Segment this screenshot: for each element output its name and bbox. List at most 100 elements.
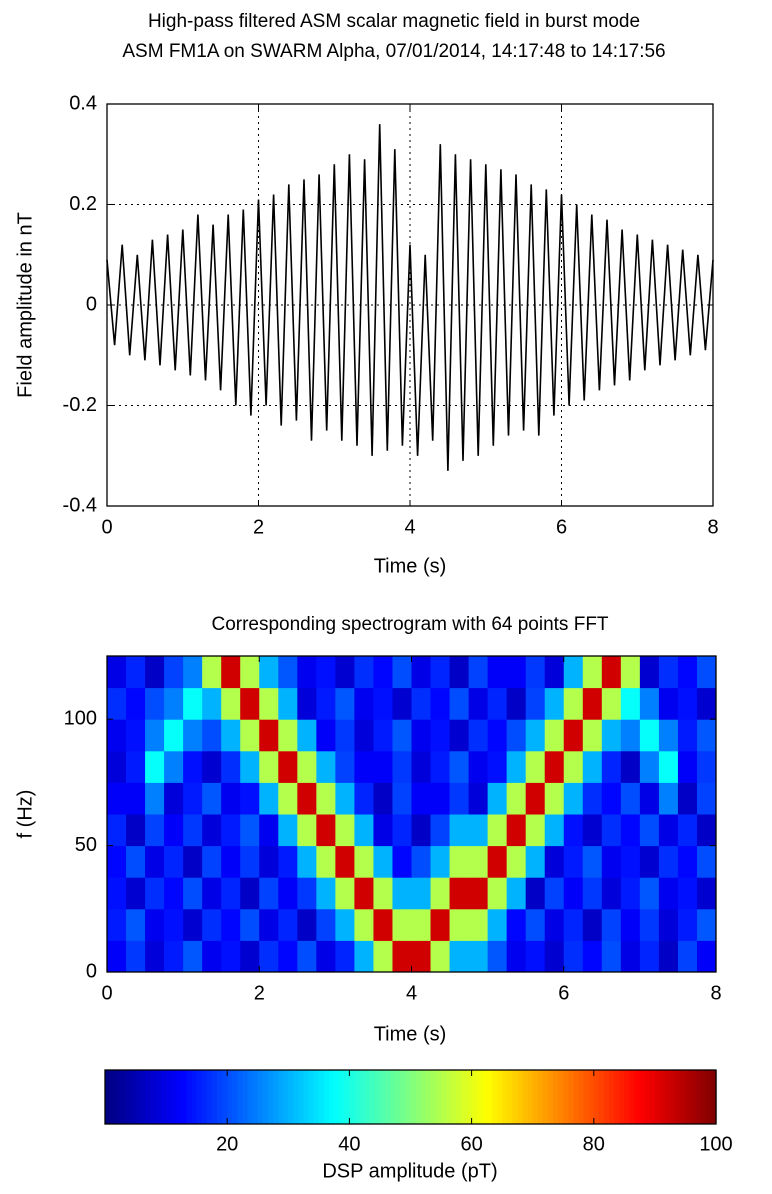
heatmap-cell: [449, 814, 470, 847]
heatmap-cell: [525, 750, 546, 783]
heatmap-cell: [202, 940, 222, 973]
colorbar-swatch: [446, 1070, 452, 1124]
colorbar-swatch: [502, 1070, 508, 1124]
heatmap-cell: [601, 908, 622, 941]
heatmap-cell: [259, 845, 279, 878]
y-tick-label: 0: [86, 960, 97, 982]
colorbar-swatch: [171, 1070, 177, 1124]
heatmap-cell: [430, 719, 451, 752]
colorbar-swatch: [161, 1070, 167, 1124]
signal-line: [106, 124, 714, 471]
heatmap-cell: [601, 877, 622, 910]
colorbar-swatch: [675, 1070, 681, 1124]
colorbar-swatch: [273, 1070, 279, 1124]
heatmap-cell: [240, 908, 260, 941]
heatmap-cell: [259, 656, 279, 689]
heatmap-cell: [563, 687, 584, 720]
heatmap-cell: [183, 750, 203, 783]
heatmap-cell: [354, 845, 374, 878]
heatmap-cell: [696, 656, 717, 689]
heatmap-cell: [449, 908, 470, 941]
heatmap-cell: [468, 750, 489, 783]
heatmap-cell: [107, 656, 127, 689]
heatmap-cell: [259, 750, 279, 783]
heatmap-cell: [202, 656, 222, 689]
heatmap-cell: [487, 750, 508, 783]
heatmap-cell: [164, 687, 184, 720]
heatmap-cell: [221, 908, 241, 941]
heatmap-cell: [126, 940, 146, 973]
colorbar-swatch: [578, 1070, 585, 1124]
heatmap-cell: [601, 719, 622, 752]
heatmap-cell: [278, 908, 298, 941]
colorbar-swatch: [166, 1070, 172, 1124]
heatmap-cell: [183, 877, 203, 910]
heatmap-cell: [297, 814, 317, 847]
heatmap-cell: [563, 940, 584, 973]
heatmap-cell: [601, 687, 622, 720]
colorbar-swatch: [430, 1070, 437, 1124]
heatmap-cell: [468, 719, 489, 752]
heatmap-cell: [259, 940, 279, 973]
x-tick-label: 0: [101, 516, 112, 538]
heatmap-cell: [221, 845, 241, 878]
heatmap-cell: [392, 750, 412, 783]
heatmap-cell: [544, 782, 565, 815]
heatmap-cell: [601, 656, 622, 689]
heatmap-cell: [297, 782, 317, 815]
heatmap-cell: [544, 750, 565, 783]
heatmap-cell: [164, 877, 184, 910]
colorbar-swatch: [145, 1070, 152, 1124]
heatmap-cell: [126, 719, 146, 752]
heatmap-cell: [430, 687, 451, 720]
heatmap-cell: [297, 845, 317, 878]
heatmap-cell: [563, 845, 584, 878]
heatmap-cell: [487, 782, 508, 815]
y-tick-label: -0.4: [63, 494, 97, 516]
heatmap-cell: [582, 656, 603, 689]
heatmap-cell: [449, 719, 470, 752]
colorbar-swatch: [211, 1070, 218, 1124]
heatmap-cell: [240, 687, 260, 720]
heatmap-cell: [525, 782, 546, 815]
colorbar-swatch: [527, 1070, 534, 1124]
heatmap-cell: [164, 656, 184, 689]
plot-frame: [106, 103, 714, 507]
heatmap-cell: [392, 782, 412, 815]
heatmap-cell: [316, 814, 336, 847]
heatmap-cell: [316, 656, 336, 689]
colorbar-swatch: [369, 1070, 376, 1124]
heatmap-cell: [468, 687, 489, 720]
heatmap-cell: [563, 719, 584, 752]
colorbar-swatch: [644, 1070, 651, 1124]
heatmap-cell: [525, 908, 546, 941]
heatmap-cell: [278, 719, 298, 752]
y-tick-label: 0: [86, 293, 97, 315]
colorbar-swatch: [222, 1070, 228, 1124]
heatmap-cell: [240, 750, 260, 783]
heatmap-cell: [449, 877, 470, 910]
heatmap-cell: [107, 750, 127, 783]
colorbar-swatch: [262, 1070, 269, 1124]
heatmap-cell: [278, 656, 298, 689]
colorbar-swatch: [334, 1070, 340, 1124]
colorbar-swatch: [110, 1070, 116, 1124]
heatmap-cell: [677, 908, 698, 941]
heatmap-cell: [430, 940, 451, 973]
colorbar-swatch: [685, 1070, 692, 1124]
heatmap-cell: [259, 877, 279, 910]
heatmap-cell: [563, 908, 584, 941]
chart-subtitle: ASM FM1A on SWARM Alpha, 07/01/2014, 14:…: [122, 41, 665, 62]
colorbar-swatch: [135, 1070, 142, 1124]
colorbar-swatch: [385, 1070, 391, 1124]
colorbar-swatch: [690, 1070, 697, 1124]
heatmap-cell: [221, 656, 241, 689]
colorbar-swatch: [619, 1070, 625, 1124]
colorbar-swatch: [532, 1070, 539, 1124]
heatmap-cell: [107, 845, 127, 878]
colorbar-swatch: [553, 1070, 559, 1124]
heatmap-cell: [449, 687, 470, 720]
heatmap-cell: [392, 940, 412, 973]
y-tick-label: 0.2: [69, 193, 97, 215]
heatmap-cell: [582, 750, 603, 783]
